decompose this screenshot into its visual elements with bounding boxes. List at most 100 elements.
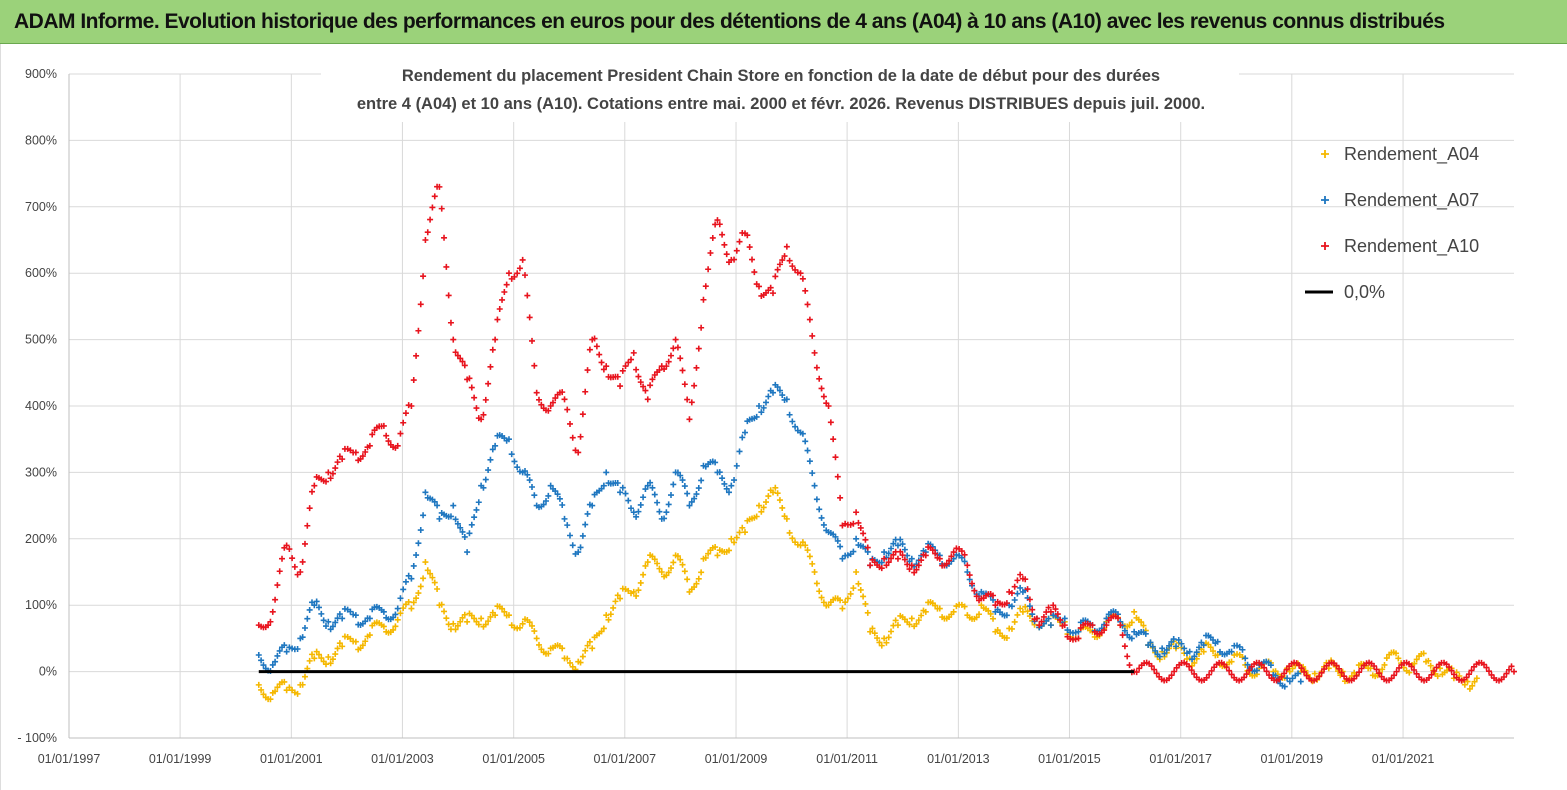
data-point <box>1295 670 1302 677</box>
data-point <box>1511 668 1517 675</box>
data-point <box>339 643 346 650</box>
data-point <box>1420 650 1427 657</box>
data-point <box>1003 612 1010 619</box>
data-point <box>1483 664 1490 671</box>
data-point <box>825 602 832 609</box>
data-point <box>665 569 672 576</box>
data-point <box>561 515 568 522</box>
data-point <box>971 587 978 594</box>
data-point <box>860 530 867 537</box>
data-point <box>1161 650 1168 657</box>
data-point <box>855 519 862 526</box>
data-point <box>552 395 559 402</box>
data-point <box>656 508 663 515</box>
data-point <box>424 567 431 574</box>
y-tick-label: - 100% <box>17 731 57 745</box>
data-point <box>1356 669 1363 676</box>
y-tick-label: 800% <box>25 133 57 147</box>
data-point <box>366 632 373 639</box>
data-point <box>272 596 279 603</box>
data-point <box>593 343 600 350</box>
data-point <box>901 556 908 563</box>
data-point <box>1506 666 1512 673</box>
data-point <box>1411 660 1418 667</box>
data-point <box>267 696 274 703</box>
data-point <box>1266 672 1273 679</box>
data-point <box>577 659 584 666</box>
data-point <box>961 558 968 565</box>
data-point <box>272 658 279 665</box>
data-point <box>1425 657 1432 664</box>
data-point <box>881 635 888 642</box>
data-point <box>1501 674 1507 681</box>
data-point <box>695 345 702 352</box>
data-point <box>667 352 674 359</box>
data-point <box>492 442 499 449</box>
data-point <box>397 430 404 437</box>
data-point <box>693 491 700 498</box>
data-point <box>521 468 528 475</box>
data-point <box>774 490 781 497</box>
y-tick-label: 700% <box>25 200 57 214</box>
data-point <box>1371 663 1378 670</box>
data-point <box>677 355 684 362</box>
data-point <box>413 352 420 359</box>
data-point <box>422 559 429 566</box>
data-point <box>878 559 885 566</box>
data-point <box>1119 632 1126 639</box>
data-point <box>992 602 999 609</box>
data-point <box>431 193 438 200</box>
data-point <box>779 504 786 511</box>
data-point <box>1061 615 1068 622</box>
data-point <box>809 470 816 477</box>
plot-background <box>1 44 1567 790</box>
data-point <box>811 482 818 489</box>
data-point <box>1451 671 1458 678</box>
series-Rendement_A10 <box>255 183 1517 684</box>
data-point <box>505 270 512 277</box>
data-point <box>649 484 656 491</box>
data-point <box>760 404 767 411</box>
data-point <box>994 627 1001 634</box>
data-point <box>274 652 281 659</box>
data-point <box>582 647 589 654</box>
data-point <box>564 406 571 413</box>
data-point <box>674 469 681 476</box>
data-point <box>908 555 915 562</box>
data-point <box>1047 622 1054 629</box>
data-point <box>802 438 809 445</box>
data-point <box>405 598 412 605</box>
data-point <box>744 232 751 239</box>
data-point <box>1311 670 1318 677</box>
data-point <box>904 561 911 568</box>
data-point <box>304 615 311 622</box>
data-point <box>1103 622 1110 629</box>
data-point <box>598 359 605 366</box>
chart-title-background <box>321 58 1239 122</box>
data-point <box>647 382 654 389</box>
data-point <box>415 540 422 547</box>
data-point <box>728 535 735 542</box>
data-point <box>654 499 661 506</box>
data-point <box>712 459 719 466</box>
data-point <box>301 673 308 680</box>
data-point <box>899 541 906 548</box>
data-point <box>1075 635 1082 642</box>
data-point <box>726 489 733 496</box>
data-point <box>832 533 839 540</box>
data-point <box>1466 685 1473 692</box>
data-point <box>434 502 441 509</box>
data-point <box>1286 678 1293 685</box>
data-point <box>429 574 436 581</box>
data-point <box>946 557 953 564</box>
data-point <box>334 645 341 652</box>
data-point <box>651 491 658 498</box>
data-point <box>503 281 510 288</box>
data-point <box>1008 625 1015 632</box>
data-point <box>297 569 304 575</box>
data-point <box>524 292 531 299</box>
data-point <box>990 615 997 622</box>
data-point <box>1124 653 1131 660</box>
data-point <box>767 284 774 291</box>
data-point <box>1426 674 1433 681</box>
